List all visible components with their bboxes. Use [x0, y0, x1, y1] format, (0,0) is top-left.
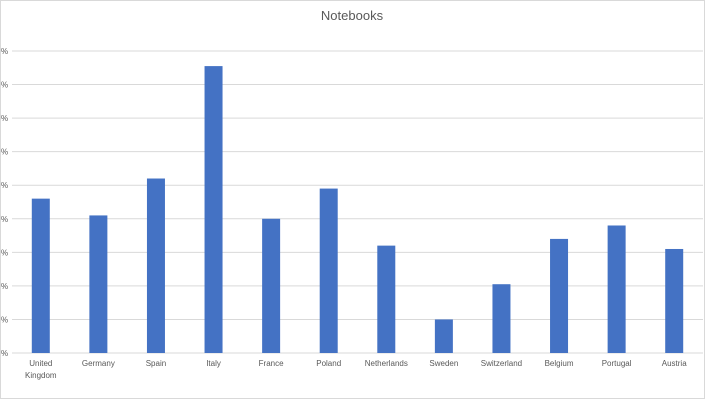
y-tick-label: % — [1, 248, 8, 257]
y-tick-label: % — [1, 349, 8, 358]
bar — [146, 178, 165, 353]
x-tick-label: Austria — [662, 359, 687, 368]
x-tick-label: Netherlands — [365, 359, 408, 368]
y-tick-label: % — [1, 181, 8, 190]
x-tick-label: France — [259, 359, 284, 368]
bar — [665, 248, 684, 353]
chart-title: Notebooks — [321, 8, 384, 23]
x-tick-label: United Kingdom — [25, 359, 57, 380]
bar — [319, 188, 338, 353]
x-tick-label: Italy — [206, 359, 221, 368]
bar — [492, 284, 511, 353]
x-tick-label: Germany — [82, 359, 115, 368]
x-tick-label: Sweden — [429, 359, 458, 368]
bar — [550, 238, 569, 353]
y-tick-label: % — [1, 315, 8, 324]
y-tick-label: % — [1, 114, 8, 123]
y-tick-label: % — [1, 215, 8, 224]
bar — [204, 66, 223, 353]
y-axis-ticks: %%%%%%%%%% — [1, 47, 8, 358]
bar — [89, 215, 108, 353]
bar — [31, 198, 50, 353]
x-tick-label: Spain — [146, 359, 166, 368]
bar — [434, 319, 453, 353]
y-tick-label: % — [1, 148, 8, 157]
gridlines — [12, 50, 703, 354]
y-tick-label: % — [1, 282, 8, 291]
x-tick-label: Poland — [316, 359, 341, 368]
bar — [262, 218, 281, 353]
bar — [377, 245, 396, 353]
x-axis-labels: United Kingdom Germany Spain Italy France Pola… — [25, 359, 687, 380]
x-tick-label: Portugal — [602, 359, 632, 368]
x-tick-label: Belgium — [545, 359, 574, 368]
bars — [31, 66, 684, 353]
y-tick-label: % — [1, 81, 8, 90]
x-tick-label: Switzerland — [481, 359, 522, 368]
y-tick-label: % — [1, 47, 8, 56]
bar — [607, 225, 626, 353]
